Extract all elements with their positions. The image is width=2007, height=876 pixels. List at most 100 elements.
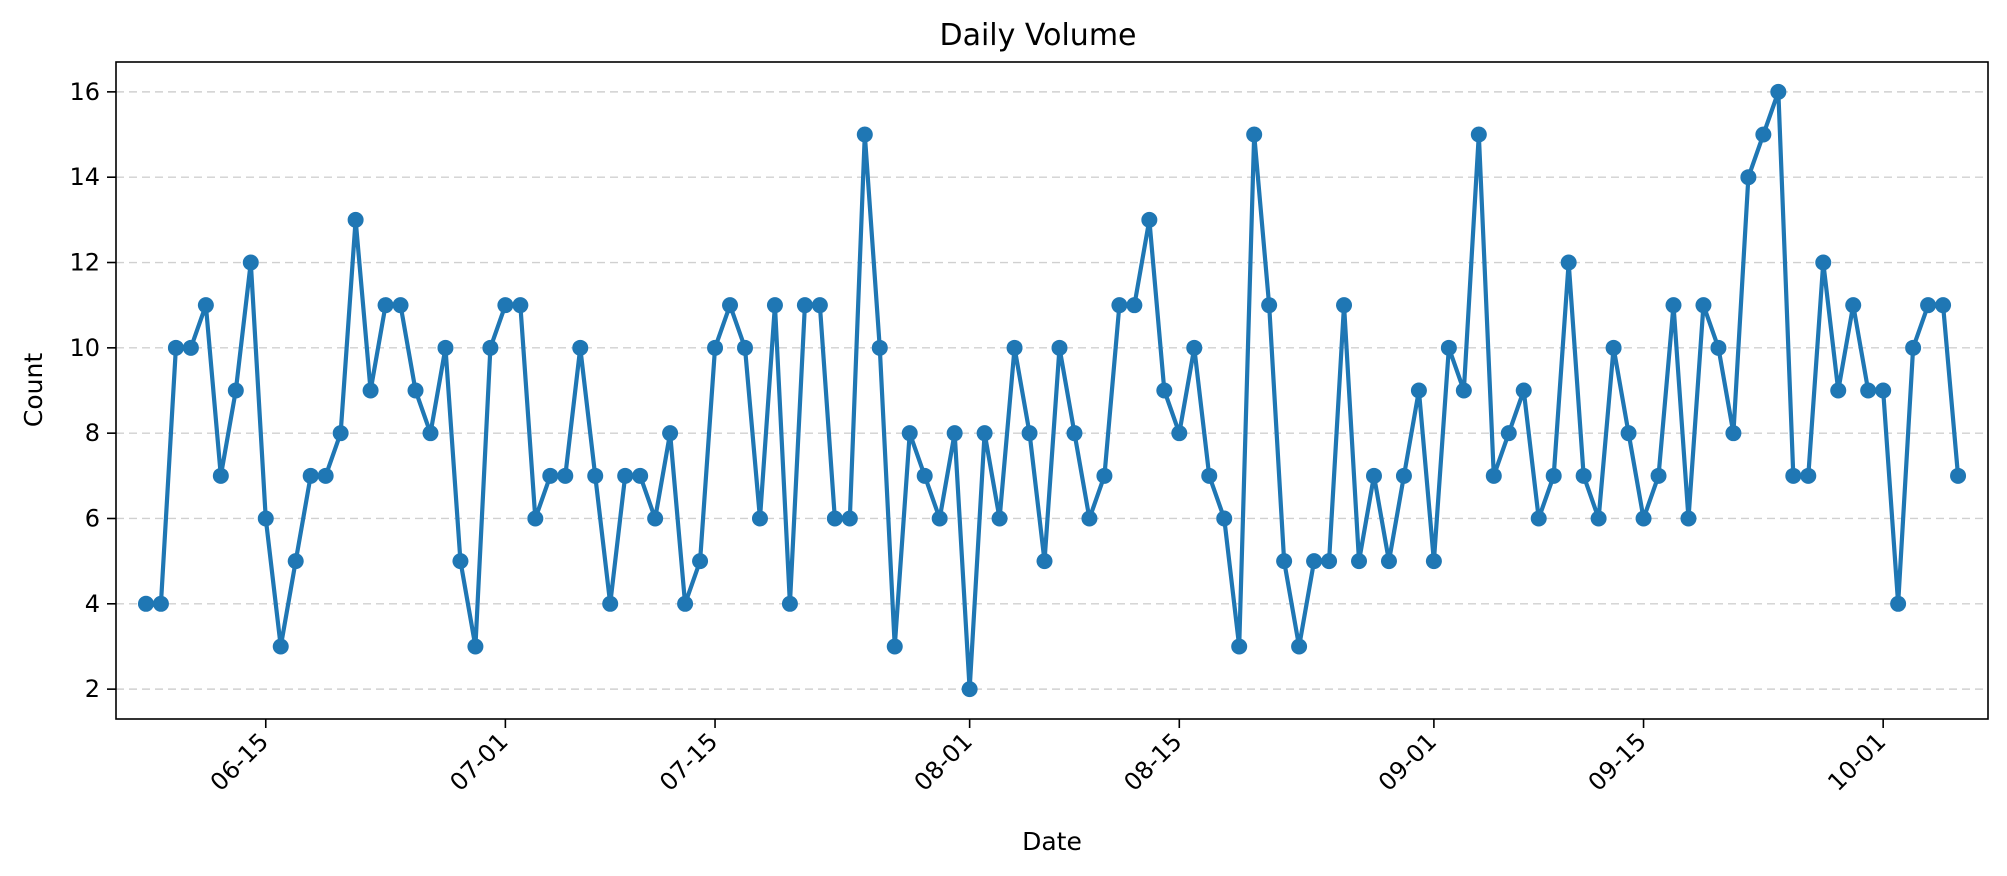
data-point	[1021, 425, 1038, 442]
data-point	[1500, 425, 1517, 442]
x-tick-label: 07-01	[444, 727, 513, 796]
data-point	[796, 297, 813, 314]
data-point	[1006, 339, 1023, 356]
data-point	[1455, 382, 1472, 399]
data-point	[916, 467, 933, 484]
data-point	[302, 467, 319, 484]
y-tick-label: 4	[85, 590, 100, 618]
data-point	[1306, 553, 1323, 570]
data-point	[1365, 467, 1382, 484]
data-point	[1231, 638, 1248, 655]
y-axis-label: Count	[19, 353, 48, 427]
data-point	[332, 425, 349, 442]
data-point	[736, 339, 753, 356]
data-point	[1171, 425, 1188, 442]
data-point	[1920, 297, 1937, 314]
data-point	[1845, 297, 1862, 314]
data-point	[1141, 211, 1158, 228]
y-axis: 2 4 6 8 10 12 14 16	[69, 78, 116, 703]
data-point	[662, 425, 679, 442]
data-point	[152, 595, 169, 612]
data-point	[467, 638, 484, 655]
data-point	[856, 126, 873, 143]
data-point	[1905, 339, 1922, 356]
data-point	[1186, 339, 1203, 356]
y-tick-label: 6	[85, 504, 100, 532]
data-point	[1860, 382, 1877, 399]
data-point	[1111, 297, 1128, 314]
data-point	[1126, 297, 1143, 314]
data-point	[557, 467, 574, 484]
data-point	[197, 297, 214, 314]
data-point	[1665, 297, 1682, 314]
data-point	[422, 425, 439, 442]
data-point	[227, 382, 244, 399]
data-point	[437, 339, 454, 356]
data-point	[347, 211, 364, 228]
data-point	[871, 339, 888, 356]
data-point	[1800, 467, 1817, 484]
chart-title: Daily Volume	[939, 18, 1136, 53]
data-point	[1725, 425, 1742, 442]
data-point	[647, 510, 664, 527]
data-point	[766, 297, 783, 314]
data-point	[707, 339, 724, 356]
data-point	[587, 467, 604, 484]
y-tick-label: 8	[85, 419, 100, 447]
data-point	[1695, 297, 1712, 314]
data-point	[1410, 382, 1427, 399]
x-axis: 06-15 07-01 07-15 08-01 08-15 09-01 09-15 10-01	[205, 719, 1891, 797]
data-point	[497, 297, 514, 314]
data-point	[946, 425, 963, 442]
data-point	[1246, 126, 1263, 143]
data-point	[751, 510, 768, 527]
y-tick-label: 2	[85, 675, 100, 703]
data-point	[1740, 169, 1757, 186]
data-point	[317, 467, 334, 484]
data-point	[1515, 382, 1532, 399]
data-point	[1755, 126, 1772, 143]
data-point	[1081, 510, 1098, 527]
data-point	[542, 467, 559, 484]
data-point	[1470, 126, 1487, 143]
data-point	[452, 553, 469, 570]
data-point	[811, 297, 828, 314]
data-point	[781, 595, 798, 612]
y-tick-label: 14	[69, 163, 100, 191]
x-tick-label: 08-15	[1118, 727, 1187, 796]
data-point	[1201, 467, 1218, 484]
data-point	[1216, 510, 1233, 527]
data-point	[572, 339, 589, 356]
data-point	[1276, 553, 1293, 570]
data-point	[377, 297, 394, 314]
data-point	[257, 510, 274, 527]
data-point	[826, 510, 843, 527]
data-point	[1096, 467, 1113, 484]
data-point	[1066, 425, 1083, 442]
data-point	[167, 339, 184, 356]
x-tick-label: 06-15	[205, 727, 274, 796]
x-tick-label: 09-15	[1583, 727, 1652, 796]
y-tick-label: 12	[69, 249, 100, 277]
data-series	[137, 83, 1967, 698]
data-point	[137, 595, 154, 612]
data-point	[362, 382, 379, 399]
x-axis-label: Date	[1022, 827, 1082, 856]
data-point	[242, 254, 259, 271]
data-point	[632, 467, 649, 484]
data-point	[527, 510, 544, 527]
data-point	[602, 595, 619, 612]
x-tick-label: 08-01	[909, 727, 978, 796]
y-tick-label: 16	[69, 78, 100, 106]
data-point	[1785, 467, 1802, 484]
data-point	[692, 553, 709, 570]
data-point	[1575, 467, 1592, 484]
data-point	[1545, 467, 1562, 484]
data-point	[722, 297, 739, 314]
x-tick-label: 10-01	[1822, 727, 1891, 796]
data-point	[617, 467, 634, 484]
data-point	[1530, 510, 1547, 527]
x-tick-label: 07-15	[654, 727, 723, 796]
data-point	[1395, 467, 1412, 484]
